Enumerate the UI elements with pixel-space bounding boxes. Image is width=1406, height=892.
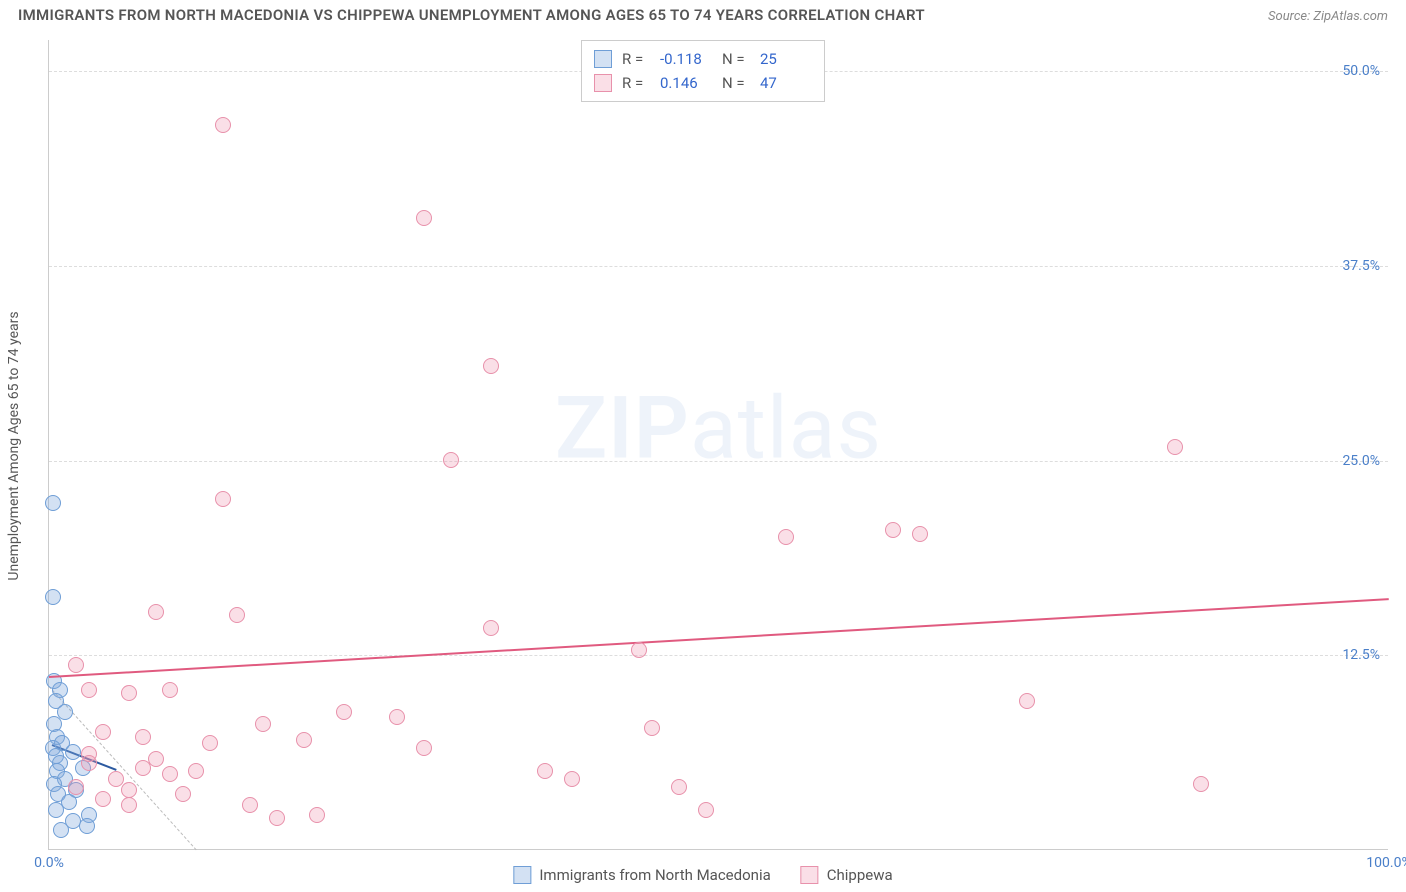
- data-point: [121, 685, 137, 701]
- data-point: [53, 822, 69, 838]
- data-point: [1193, 776, 1209, 792]
- n-value: 25: [760, 47, 812, 71]
- data-point: [229, 607, 245, 623]
- gridline: [49, 655, 1388, 656]
- legend-swatch: [801, 866, 819, 884]
- watermark: ZIPatlas: [555, 378, 882, 479]
- legend-swatch: [513, 866, 531, 884]
- data-point: [443, 452, 459, 468]
- n-value: 47: [760, 71, 812, 95]
- y-tick-label: 25.0%: [1342, 453, 1380, 469]
- data-point: [162, 766, 178, 782]
- data-point: [81, 755, 97, 771]
- r-value: -0.118: [660, 47, 712, 71]
- data-point: [68, 779, 84, 795]
- data-point: [912, 526, 928, 542]
- legend-swatch: [594, 74, 612, 92]
- stats-legend: R = -0.118 N = 25 R = 0.146 N = 47: [581, 40, 825, 102]
- data-point: [48, 802, 64, 818]
- data-point: [175, 786, 191, 802]
- data-point: [1019, 693, 1035, 709]
- data-point: [215, 117, 231, 133]
- data-point: [215, 491, 231, 507]
- plot-area: ZIPatlas 12.5%25.0%37.5%50.0%0.0%100.0%: [48, 40, 1388, 850]
- data-point: [255, 716, 271, 732]
- data-point: [121, 797, 137, 813]
- data-point: [416, 740, 432, 756]
- y-tick-label: 50.0%: [1342, 63, 1380, 79]
- data-point: [148, 751, 164, 767]
- data-point: [389, 709, 405, 725]
- data-point: [68, 657, 84, 673]
- data-point: [483, 358, 499, 374]
- data-point: [95, 791, 111, 807]
- data-point: [45, 589, 61, 605]
- data-point: [631, 642, 647, 658]
- watermark-atlas: atlas: [690, 378, 882, 479]
- data-point: [162, 682, 178, 698]
- stats-row: R = 0.146 N = 47: [594, 71, 812, 95]
- data-point: [885, 522, 901, 538]
- data-point: [81, 682, 97, 698]
- legend-swatch: [594, 50, 612, 68]
- gridline: [49, 461, 1388, 462]
- data-point: [644, 720, 660, 736]
- watermark-zip: ZIP: [555, 378, 690, 479]
- legend-label: Chippewa: [827, 866, 893, 884]
- n-label: N =: [722, 71, 750, 95]
- data-point: [698, 802, 714, 818]
- data-point: [564, 771, 580, 787]
- legend-label: Immigrants from North Macedonia: [539, 866, 770, 884]
- data-point: [121, 782, 137, 798]
- y-tick-label: 37.5%: [1342, 258, 1380, 274]
- data-point: [296, 732, 312, 748]
- data-point: [269, 810, 285, 826]
- source-label: Source: ZipAtlas.com: [1268, 9, 1388, 24]
- y-axis-label: Unemployment Among Ages 65 to 74 years: [6, 311, 22, 580]
- data-point: [45, 495, 61, 511]
- gridline: [49, 266, 1388, 267]
- data-point: [242, 797, 258, 813]
- trend-line: [49, 598, 1389, 678]
- data-point: [309, 807, 325, 823]
- series-legend: Immigrants from North Macedonia Chippewa: [513, 866, 892, 884]
- r-value: 0.146: [660, 71, 712, 95]
- legend-item: Chippewa: [801, 866, 893, 884]
- data-point: [537, 763, 553, 779]
- legend-item: Immigrants from North Macedonia: [513, 866, 770, 884]
- x-tick-label: 100.0%: [1366, 855, 1406, 871]
- data-point: [1167, 439, 1183, 455]
- n-label: N =: [722, 47, 750, 71]
- chart-title: IMMIGRANTS FROM NORTH MACEDONIA VS CHIPP…: [18, 6, 925, 24]
- r-label: R =: [622, 47, 650, 71]
- data-point: [202, 735, 218, 751]
- x-tick-label: 0.0%: [34, 855, 64, 871]
- data-point: [65, 744, 81, 760]
- data-point: [135, 729, 151, 745]
- data-point: [148, 604, 164, 620]
- data-point: [336, 704, 352, 720]
- r-label: R =: [622, 71, 650, 95]
- y-tick-label: 12.5%: [1342, 647, 1380, 663]
- stats-row: R = -0.118 N = 25: [594, 47, 812, 71]
- data-point: [483, 620, 499, 636]
- data-point: [188, 763, 204, 779]
- data-point: [135, 760, 151, 776]
- data-point: [79, 818, 95, 834]
- data-point: [671, 779, 687, 795]
- data-point: [416, 210, 432, 226]
- data-point: [778, 529, 794, 545]
- data-point: [108, 771, 124, 787]
- data-point: [95, 724, 111, 740]
